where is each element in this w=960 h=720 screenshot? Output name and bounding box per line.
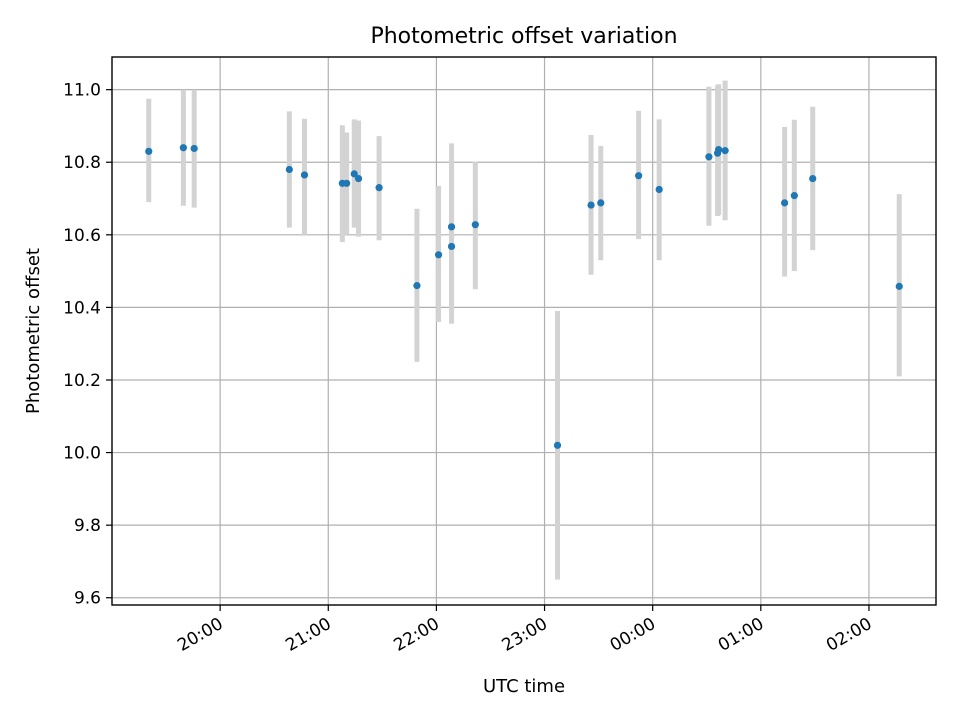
data-point — [587, 201, 595, 209]
data-point — [354, 174, 363, 183]
y-axis-label: Photometric offset — [23, 248, 44, 414]
axes-frame — [111, 56, 937, 606]
data-point — [781, 199, 789, 207]
data-point — [350, 170, 358, 178]
y-tick-label: 10.0 — [63, 444, 101, 464]
data-point — [809, 174, 817, 183]
data-point — [635, 172, 643, 180]
data-point — [179, 144, 187, 152]
y-tick-label: 9.8 — [74, 516, 101, 536]
marker-layer — [145, 144, 903, 449]
x-axis-label: UTC time — [483, 676, 565, 697]
y-tick-label: 11.0 — [63, 81, 101, 101]
data-point — [895, 282, 903, 290]
data-point — [413, 282, 421, 290]
grid-layer — [112, 57, 936, 605]
data-point — [375, 184, 383, 192]
data-point — [447, 223, 456, 231]
data-point — [145, 147, 153, 155]
data-point — [715, 145, 723, 154]
data-point — [655, 185, 663, 194]
data-point — [343, 179, 351, 187]
y-tick-label: 10.6 — [63, 226, 101, 246]
chart-title: Photometric offset variation — [370, 24, 677, 49]
y-tick-label: 10.2 — [63, 371, 101, 391]
data-point — [553, 441, 562, 449]
data-point — [190, 144, 198, 153]
y-tick-label: 10.8 — [63, 153, 101, 173]
data-point — [471, 221, 479, 229]
data-point — [597, 199, 605, 207]
data-point — [434, 251, 443, 259]
data-point — [447, 242, 456, 251]
data-point — [285, 165, 293, 174]
data-point — [790, 192, 798, 200]
data-point — [705, 153, 713, 161]
y-tick-label: 9.6 — [74, 589, 101, 609]
y-tick-label: 10.4 — [63, 298, 101, 318]
data-point — [721, 147, 729, 155]
data-point — [300, 171, 309, 179]
